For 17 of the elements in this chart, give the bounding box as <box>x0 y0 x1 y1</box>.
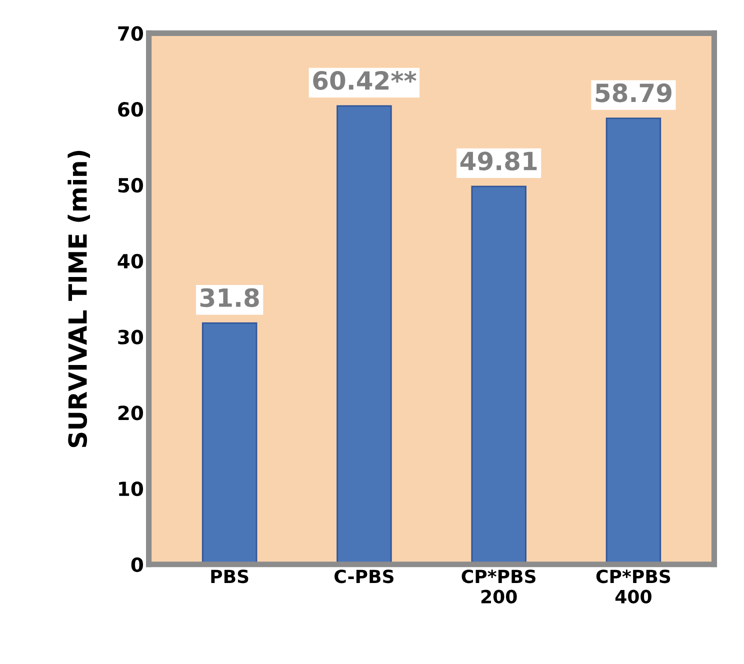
y-tick-label: 40 <box>118 254 144 269</box>
data-label: 60.42** <box>313 71 416 90</box>
x-tick-label: C-PBS <box>334 570 394 584</box>
x-tick-label: CP*PBS 400 <box>596 570 670 604</box>
y-tick-label: 70 <box>118 26 144 41</box>
x-tick-label: CP*PBS 200 <box>462 570 536 604</box>
data-label: 58.79 <box>596 83 672 102</box>
y-tick-label: 20 <box>118 406 144 420</box>
y-axis-title: SURVIVAL TIME (min) <box>68 150 90 448</box>
y-tick-label: 10 <box>119 481 144 496</box>
y-tick-label: 60 <box>118 102 144 117</box>
y-tick-label: 30 <box>118 330 144 344</box>
data-label: 49.81 <box>460 152 537 170</box>
y-tick-label: 0 <box>131 557 144 572</box>
x-tick-label: PBS <box>211 570 248 584</box>
data-label: 31.8 <box>200 288 259 308</box>
y-tick-label: 50 <box>118 178 144 193</box>
